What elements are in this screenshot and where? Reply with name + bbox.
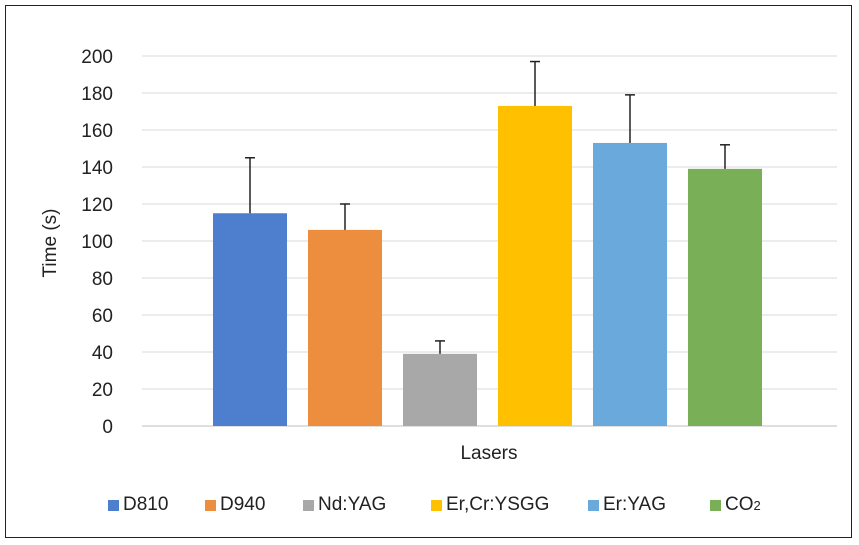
bar-d810 bbox=[213, 213, 287, 426]
y-tick-label: 140 bbox=[81, 158, 113, 179]
bar-er-cr-ysgg bbox=[498, 105, 572, 426]
error-bars bbox=[245, 60, 730, 354]
y-tick-label: 160 bbox=[81, 121, 113, 142]
bars bbox=[213, 105, 762, 426]
bar-chart: 0 20 40 60 80 100 120 140 160 180 200 Time (s) Las… bbox=[40, 47, 837, 464]
legend-label: D940 bbox=[220, 494, 266, 515]
legend-swatch bbox=[710, 499, 721, 511]
y-tick-label: 60 bbox=[92, 306, 113, 327]
bar-nd-yag bbox=[403, 353, 477, 426]
legend: D810 D940 Nd:YAG Er,Cr:YSGG Er:YAG CO 2 bbox=[0, 490, 859, 520]
y-tick-label: 120 bbox=[81, 195, 113, 216]
y-tick-label: 40 bbox=[92, 343, 113, 364]
legend-item: Er:YAG bbox=[588, 490, 666, 520]
y-tick-label: 100 bbox=[81, 232, 113, 253]
legend-item: D810 bbox=[108, 490, 168, 520]
x-axis-title: Lasers bbox=[460, 443, 517, 464]
legend-label: Nd:YAG bbox=[318, 494, 387, 515]
legend-item: CO 2 bbox=[710, 490, 761, 520]
legend-swatch bbox=[108, 499, 119, 511]
legend-swatch bbox=[205, 499, 216, 511]
legend-label: CO bbox=[725, 494, 754, 515]
y-tick-labels: 0 20 40 60 80 100 120 140 160 180 200 bbox=[81, 47, 113, 438]
legend-item: Er,Cr:YSGG bbox=[431, 490, 549, 520]
y-tick-label: 200 bbox=[81, 47, 113, 68]
y-tick-label: 0 bbox=[102, 417, 113, 438]
legend-item: Nd:YAG bbox=[303, 490, 386, 520]
y-tick-label: 180 bbox=[81, 84, 113, 105]
legend-swatch bbox=[431, 499, 442, 511]
bar-d940 bbox=[308, 229, 382, 426]
bar-co2 bbox=[688, 168, 762, 426]
y-tick-label: 80 bbox=[92, 269, 113, 290]
legend-label: Er,Cr:YSGG bbox=[446, 494, 550, 515]
y-axis-title: Time (s) bbox=[40, 209, 61, 278]
legend-swatch bbox=[303, 499, 314, 511]
y-tick-label: 20 bbox=[92, 380, 113, 401]
legend-label-subscript: 2 bbox=[753, 497, 761, 513]
legend-label: D810 bbox=[123, 494, 169, 515]
legend-item: D940 bbox=[205, 490, 265, 520]
legend-swatch bbox=[588, 499, 599, 511]
legend-label: Er:YAG bbox=[603, 494, 666, 515]
bar-er-yag bbox=[593, 142, 667, 426]
